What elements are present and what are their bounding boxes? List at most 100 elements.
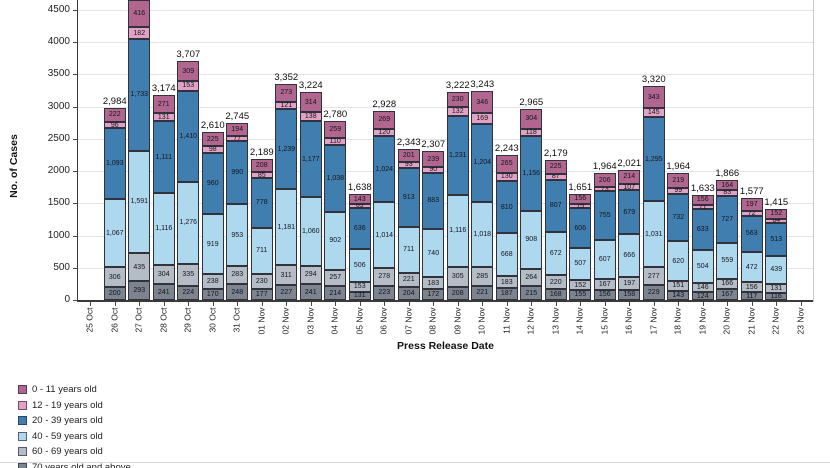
bar-segment-60---69-years-old[interactable]: 183: [422, 277, 445, 289]
bar-segment-20---39-years-old[interactable]: 633: [691, 209, 714, 251]
bar-segment-40---59-years-old[interactable]: 1,276: [177, 181, 200, 264]
bar-segment-12---19-years-old[interactable]: 71: [691, 204, 714, 211]
bar-segment-20---39-years-old[interactable]: 1,093: [103, 128, 126, 199]
bar-segment-60---69-years-old[interactable]: 167: [593, 279, 616, 290]
bar-segment-12---19-years-old[interactable]: 118: [520, 128, 543, 137]
bar-segment-20---39-years-old[interactable]: 1,038: [324, 144, 347, 212]
bar-segment-40---59-years-old[interactable]: 919: [201, 214, 224, 274]
bar-segment-40---59-years-old[interactable]: 1,116: [446, 195, 469, 267]
bar-segment-70-years-old-and-above[interactable]: 241: [152, 284, 175, 300]
bar-segment-40---59-years-old[interactable]: 559: [716, 242, 739, 279]
bar-segment-0---11-years-old[interactable]: 222: [103, 107, 126, 122]
bar-segment-20---39-years-old[interactable]: 755: [593, 191, 616, 241]
bar-segment-70-years-old-and-above[interactable]: 124: [691, 292, 714, 300]
bar-segment-70-years-old-and-above[interactable]: 117: [740, 292, 763, 300]
bar-segment-60---69-years-old[interactable]: 304: [152, 264, 175, 285]
bar-segment-70-years-old-and-above[interactable]: 131: [348, 291, 371, 300]
bar-segment-60---69-years-old[interactable]: 285: [471, 267, 494, 286]
bar-segment-0---11-years-old[interactable]: 309: [177, 61, 200, 81]
bar-segment-60---69-years-old[interactable]: 294: [299, 265, 322, 285]
bar-segment-12---19-years-old[interactable]: 110: [324, 137, 347, 145]
bar-segment-70-years-old-and-above[interactable]: 116: [765, 292, 788, 300]
bar-segment-60---69-years-old[interactable]: 197: [618, 277, 641, 290]
bar-segment-60---69-years-old[interactable]: 335: [177, 263, 200, 286]
bar-segment-40---59-years-old[interactable]: 1,591: [128, 150, 151, 254]
bar-segment-0---11-years-old[interactable]: 156: [691, 194, 714, 205]
bar-segment-0---11-years-old[interactable]: 271: [152, 95, 175, 113]
bar-segment-40---59-years-old[interactable]: 1,181: [275, 189, 298, 266]
bar-segment-60---69-years-old[interactable]: 153: [348, 281, 371, 292]
bar-segment-60---69-years-old[interactable]: 277: [642, 267, 665, 286]
bar-segment-40---59-years-old[interactable]: 902: [324, 211, 347, 270]
bar-segment-60---69-years-old[interactable]: 131: [765, 284, 788, 293]
bar-segment-40---59-years-old[interactable]: 740: [422, 229, 445, 278]
bar-segment-70-years-old-and-above[interactable]: 168: [544, 289, 567, 300]
bar-segment-12---19-years-old[interactable]: 96: [103, 122, 126, 129]
bar-segment-70-years-old-and-above[interactable]: 241: [299, 284, 322, 300]
bar-segment-0---11-years-old[interactable]: 230: [446, 92, 469, 108]
legend-item-70[interactable]: 70 years old and above: [18, 460, 131, 468]
bar-segment-60---69-years-old[interactable]: 306: [103, 267, 126, 288]
bar-segment-70-years-old-and-above[interactable]: 200: [103, 287, 126, 300]
bar-segment-60---69-years-old[interactable]: 146: [691, 282, 714, 292]
bar-segment-12---19-years-old[interactable]: 93: [397, 161, 420, 168]
bar-segment-40---59-years-old[interactable]: 607: [593, 240, 616, 280]
legend-item-0[interactable]: 0 - 11 years old: [18, 382, 131, 398]
bar-segment-40---59-years-old[interactable]: 1,116: [152, 192, 175, 265]
bar-segment-60---69-years-old[interactable]: 435: [128, 253, 151, 282]
bar-segment-12---19-years-old[interactable]: 87: [544, 173, 567, 180]
bar-segment-40---59-years-old[interactable]: 953: [226, 204, 249, 266]
bar-segment-40---59-years-old[interactable]: 1,018: [471, 201, 494, 268]
bar-segment-0---11-years-old[interactable]: 269: [373, 111, 396, 129]
bar-segment-12---19-years-old[interactable]: 145: [642, 108, 665, 118]
bar-segment-0---11-years-old[interactable]: 152: [765, 208, 788, 219]
bar-segment-12---19-years-old[interactable]: 107: [618, 184, 641, 191]
bar-segment-60---69-years-old[interactable]: 278: [373, 267, 396, 286]
bar-segment-0---11-years-old[interactable]: 346: [471, 91, 494, 114]
bar-segment-60---69-years-old[interactable]: 238: [201, 273, 224, 290]
bar-segment-20---39-years-old[interactable]: 679: [618, 190, 641, 235]
bar-segment-20---39-years-old[interactable]: 1,204: [471, 124, 494, 202]
bar-segment-12---19-years-old[interactable]: 72: [740, 210, 763, 217]
bar-segment-0---11-years-old[interactable]: 416: [128, 0, 151, 28]
bar-segment-40---59-years-old[interactable]: 472: [740, 251, 763, 283]
bar-segment-60---69-years-old[interactable]: 183: [495, 276, 518, 288]
bar-segment-40---59-years-old[interactable]: 439: [765, 255, 788, 285]
bar-segment-20---39-years-old[interactable]: 883: [422, 172, 445, 230]
bar-segment-60---69-years-old[interactable]: 264: [520, 269, 543, 287]
bar-segment-70-years-old-and-above[interactable]: 172: [422, 288, 445, 300]
bar-segment-12---19-years-old[interactable]: 98: [201, 146, 224, 153]
bar-segment-70-years-old-and-above[interactable]: 223: [373, 285, 396, 300]
bar-segment-40---59-years-old[interactable]: 666: [618, 234, 641, 278]
bar-segment-12---19-years-old[interactable]: 85: [250, 172, 273, 179]
legend-item-12[interactable]: 12 - 19 years old: [18, 398, 131, 414]
bar-segment-40---59-years-old[interactable]: 1,031: [642, 200, 665, 268]
bar-segment-70-years-old-and-above[interactable]: 204: [397, 286, 420, 300]
bar-segment-40---59-years-old[interactable]: 672: [544, 231, 567, 275]
bar-segment-60---69-years-old[interactable]: 151: [667, 281, 690, 291]
bar-segment-0---11-years-old[interactable]: 208: [250, 158, 273, 173]
bar-segment-0---11-years-old[interactable]: 259: [324, 120, 347, 138]
legend-item-40[interactable]: 40 - 59 years old: [18, 429, 131, 445]
bar-segment-12---19-years-old[interactable]: 64: [765, 217, 788, 224]
bar-segment-20---39-years-old[interactable]: 810: [495, 180, 518, 234]
bar-segment-70-years-old-and-above[interactable]: 170: [201, 289, 224, 300]
bar-segment-60---69-years-old[interactable]: 257: [324, 269, 347, 287]
bar-segment-60---69-years-old[interactable]: 166: [716, 278, 739, 290]
bar-segment-40---59-years-old[interactable]: 711: [250, 227, 273, 274]
bar-segment-20---39-years-old[interactable]: 1,733: [128, 38, 151, 151]
bar-segment-12---19-years-old[interactable]: 120: [373, 128, 396, 137]
bar-segment-70-years-old-and-above[interactable]: 215: [520, 286, 543, 300]
bar-segment-20---39-years-old[interactable]: 1,177: [299, 121, 322, 198]
bar-segment-70-years-old-and-above[interactable]: 187: [495, 287, 518, 300]
bar-segment-20---39-years-old[interactable]: 1,111: [152, 121, 175, 193]
bar-segment-20---39-years-old[interactable]: 732: [667, 193, 690, 242]
bar-segment-20---39-years-old[interactable]: 606: [569, 208, 592, 248]
bar-segment-12---19-years-old[interactable]: 75: [569, 203, 592, 210]
bar-segment-12---19-years-old[interactable]: 121: [275, 101, 298, 110]
bar-segment-70-years-old-and-above[interactable]: 177: [250, 288, 273, 300]
bar-segment-60---69-years-old[interactable]: 305: [446, 266, 469, 287]
bar-segment-40---59-years-old[interactable]: 1,067: [103, 198, 126, 268]
bar-segment-70-years-old-and-above[interactable]: 155: [569, 290, 592, 300]
bar-segment-60---69-years-old[interactable]: 221: [397, 272, 420, 287]
